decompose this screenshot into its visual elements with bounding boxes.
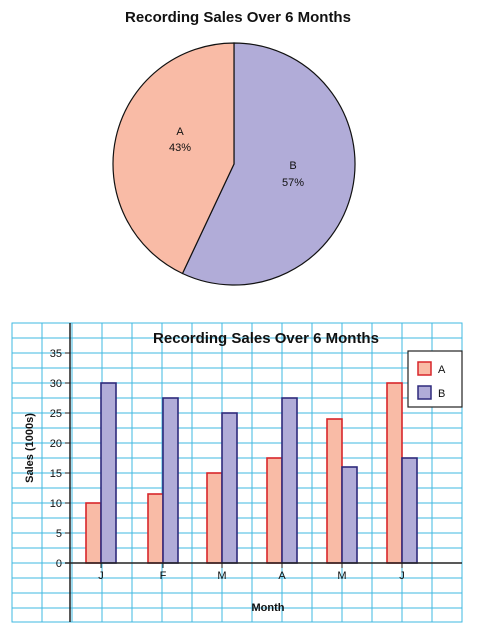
pie-slice-a [112,42,235,275]
grid-frame [11,322,463,623]
bar-b-3 [281,397,298,564]
pie-chart: Recording Sales Over 6 Months A 43% B 57… [112,9,356,286]
y-tick-label: 0 [56,558,62,570]
bar-b-4 [341,466,358,564]
x-tick-label: A [278,570,286,582]
legend-label-b: B [438,388,445,400]
pie-title: Recording Sales Over 6 Months [125,9,351,26]
pie-slice-b-percent: 57% [282,177,304,189]
pie-slice-a-label: A [176,126,184,138]
x-tick-label: J [399,570,405,582]
bar-b-5 [401,457,418,564]
bar-a-0 [85,502,102,564]
x-tick-label: M [217,570,226,582]
pie-slices [112,42,356,286]
bar-chart-title: Recording Sales Over 6 Months [153,330,379,347]
bar-a-1 [147,493,164,564]
x-tick-label: M [337,570,346,582]
legend: A B [407,350,463,408]
bar-a-2 [206,472,223,564]
y-axis-label: Sales (1000s) [24,413,36,483]
x-tick-label: J [98,570,104,582]
y-tick-labels: 0 5 10 15 20 25 30 35 [50,348,70,570]
legend-swatch-a [417,361,432,376]
legend-swatch-b [417,385,432,400]
bar-b-2 [221,412,238,564]
bar-chart: 0 5 10 15 20 25 30 35 J F M A M J Recording Sales Ov… [11,322,463,623]
bar-a-4 [326,418,343,564]
pie-slice-b [181,42,356,286]
y-tick-label: 5 [56,528,62,540]
bar-b-1 [162,397,179,564]
pie-slice-a-percent: 43% [169,142,191,154]
axes [65,323,462,622]
y-tick-label: 15 [50,468,62,480]
legend-box [407,350,463,408]
bar-b-0 [100,382,117,564]
y-tick-label: 10 [50,498,62,510]
pie-slice-b-label: B [289,160,296,172]
x-axis-label: Month [252,602,285,614]
x-tick-label: F [160,570,167,582]
bar-a-3 [266,457,283,564]
y-tick-label: 25 [50,408,62,420]
legend-label-a: A [438,364,446,376]
y-tick-label: 30 [50,378,62,390]
y-tick-label: 35 [50,348,62,360]
y-tick-label: 20 [50,438,62,450]
bar-a-5 [386,382,403,564]
